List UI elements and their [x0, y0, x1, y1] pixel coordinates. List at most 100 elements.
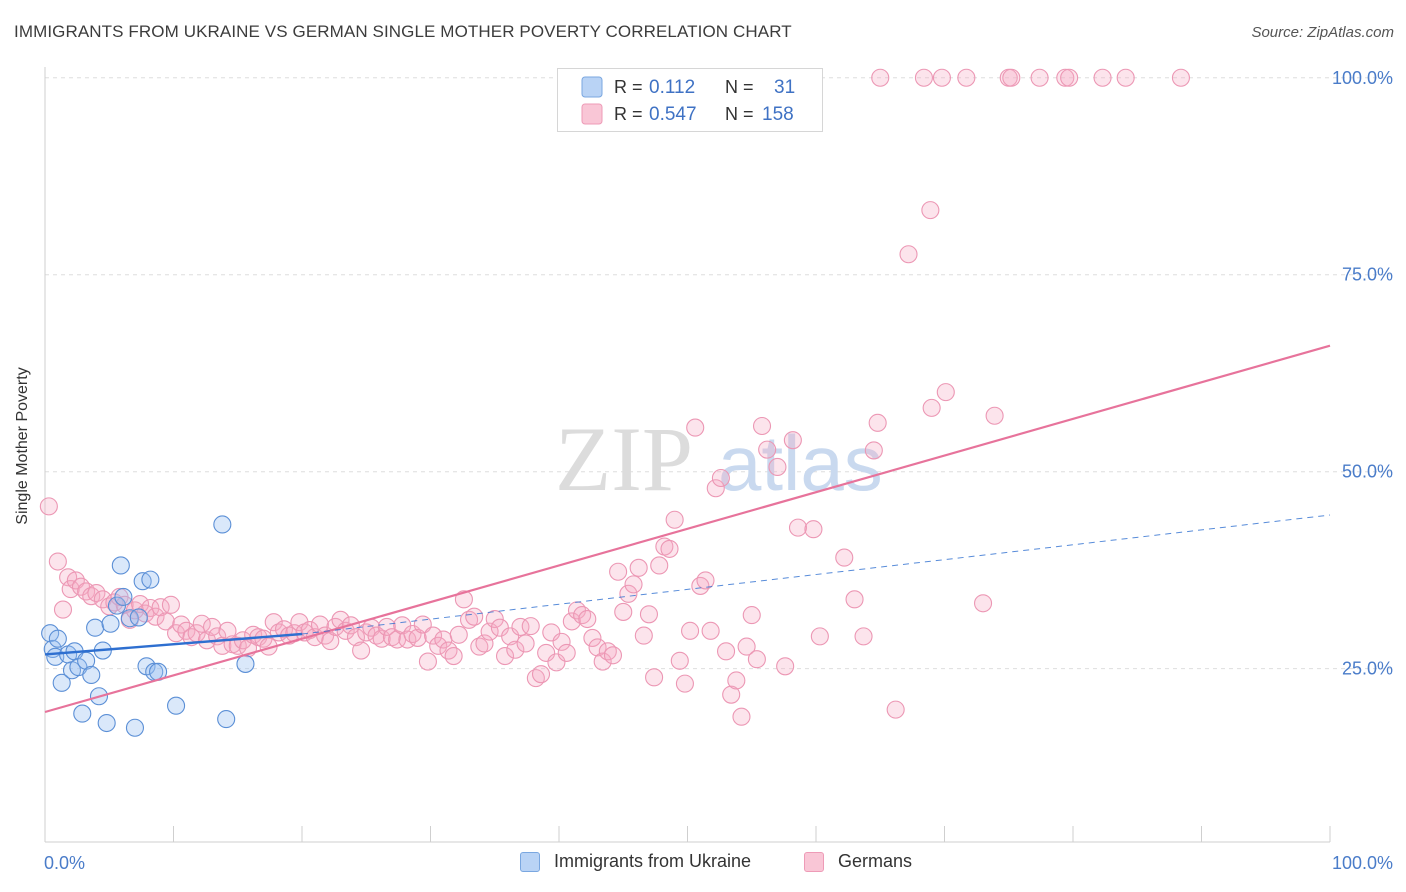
germans-point-100 [557, 643, 576, 662]
germans-point-164 [1030, 68, 1049, 87]
germans-point-91 [511, 617, 530, 636]
germans-point-136 [742, 606, 761, 625]
ukraine-trend-dashed [301, 514, 1331, 635]
bottom-legend-ukraine: Immigrants from Ukraine [520, 851, 751, 872]
ukraine-point-25 [141, 570, 160, 589]
legend-n-label-2: N = [725, 104, 754, 124]
germans-point-74 [424, 626, 443, 645]
germans-point-138 [752, 416, 772, 436]
germans-point-154 [936, 383, 955, 402]
bottom-legend-label-germans: Germans [838, 851, 913, 871]
germans-point-73 [418, 652, 437, 671]
y-tick-label-0: 25.0% [1342, 659, 1393, 679]
germans-point-114 [629, 558, 648, 577]
germans-point-153 [922, 398, 941, 417]
legend-swatch-ukraine [581, 76, 603, 98]
ukraine-point-19 [114, 587, 133, 607]
germans-point-146 [835, 548, 854, 567]
y-tick-label-2: 75.0% [1342, 265, 1393, 285]
germans-point-150 [868, 413, 887, 432]
germans-point-163 [1002, 68, 1021, 87]
germans-point-107 [593, 652, 612, 671]
germans-point-141 [776, 657, 795, 676]
legend-r-value-2: 0.547 [649, 104, 697, 125]
legend-swatch-germans [581, 103, 603, 125]
ukraine-point-18 [111, 556, 130, 575]
germans-point-43 [264, 613, 283, 632]
trend-lines [44, 344, 1331, 714]
germans-point-156 [985, 406, 1004, 425]
germans-point-112 [619, 584, 638, 603]
bottom-legend: Immigrants from Ukraine Germans [0, 851, 1406, 879]
legend-n-value-2: 158 [762, 104, 794, 125]
germans-point-143 [788, 518, 808, 537]
x-tick-label-1: 100.0% [1332, 853, 1393, 873]
germans-point-161 [957, 68, 976, 87]
germans-point-127 [696, 571, 715, 590]
germans-point-160 [932, 68, 951, 87]
germans-point-134 [732, 707, 751, 726]
germans-point-105 [583, 628, 602, 647]
germans-point-29 [192, 614, 211, 633]
germans-point-158 [871, 68, 890, 87]
ukraine-point-21 [125, 718, 144, 737]
x-tick-label-0: 0.0% [44, 853, 85, 873]
watermark-atlas: atlas [718, 419, 883, 507]
germans-point-166 [1060, 68, 1079, 87]
legend: R = 0.112 N = 31 R = 0.547 N = 158 [557, 68, 823, 132]
germans-point-144 [804, 520, 823, 539]
germans-point-84 [475, 634, 494, 653]
germans-point-72 [413, 615, 432, 634]
ukraine-point-4 [52, 673, 71, 692]
germans-point-131 [716, 642, 736, 661]
germans-point-81 [459, 610, 479, 629]
bottom-legend-germans: Germans [804, 851, 912, 872]
ukraine-point-29 [213, 515, 232, 534]
legend-svg: R = 0.112 N = 31 R = 0.547 N = 158 [581, 76, 795, 125]
germans-point-2 [53, 600, 73, 619]
germans-point-86 [485, 609, 504, 629]
grid [45, 77, 1392, 670]
germans-point-115 [634, 626, 653, 645]
germans-point-167 [1093, 68, 1112, 87]
germans-point-79 [449, 625, 468, 644]
legend-r-label-2: R = [614, 104, 643, 124]
germans-point-116 [639, 605, 659, 624]
germans-point-124 [681, 621, 700, 640]
ukraine-point-15 [97, 713, 116, 733]
germans-point-122 [670, 651, 689, 670]
germans-point-149 [864, 441, 883, 460]
germans-point-22 [156, 612, 175, 631]
legend-n-value-1: 31 [774, 77, 795, 98]
germans-point-83 [470, 637, 489, 656]
tick-labels: 25.0% 50.0% 75.0% 100.0% 0.0% 100.0% [44, 68, 1393, 873]
germans-point-142 [783, 431, 802, 450]
germans-point-92 [516, 634, 535, 653]
germans-point-120 [660, 539, 679, 558]
source-note: Source: ZipAtlas.com [1251, 24, 1394, 41]
ukraine-point-12 [86, 618, 105, 637]
ukraine-point-9 [73, 704, 92, 723]
germans-point-109 [603, 646, 623, 665]
germans-point-128 [701, 621, 720, 640]
germans-point-111 [614, 602, 633, 621]
germans-point-104 [578, 609, 597, 629]
germans-point-54 [321, 632, 340, 651]
germans-point-118 [650, 556, 669, 575]
germans-point-140 [768, 457, 787, 477]
germans-point-157 [921, 201, 940, 220]
ukraine-point-16 [101, 614, 120, 633]
germans-point-121 [665, 510, 684, 529]
germans-point-113 [624, 575, 643, 594]
germans-point-93 [521, 617, 540, 636]
germans-point-147 [845, 590, 864, 609]
legend-n-label-1: N = [725, 77, 754, 97]
germans-point-125 [686, 418, 705, 437]
germans-point-130 [711, 468, 730, 488]
germans-point-80 [454, 590, 473, 609]
ukraine-point-11 [82, 665, 101, 685]
germans-point-129 [706, 479, 725, 498]
germans-point-101 [562, 612, 581, 631]
germans-point-23 [161, 595, 180, 614]
germans-point-152 [899, 245, 918, 264]
